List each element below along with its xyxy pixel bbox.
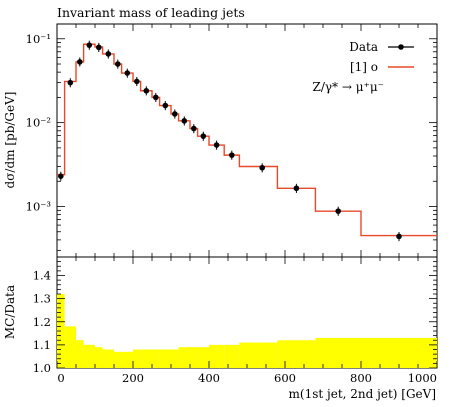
main-y-tick-label: 10⁻³: [26, 200, 52, 214]
ratio-band-bin: [102, 349, 114, 368]
data-points: [58, 40, 402, 242]
data-point: [67, 79, 74, 86]
main-y-tick-label: 10⁻¹: [26, 32, 51, 46]
ratio-axis-ticks: [56, 256, 438, 369]
data-point: [259, 164, 266, 171]
ratio-band-bin: [178, 347, 190, 368]
ratio-x-tick-label: 1000: [408, 371, 437, 385]
data-point: [96, 44, 102, 51]
data-point: [191, 125, 197, 132]
legend-label-data: Data: [349, 40, 378, 54]
ratio-y-tick-label: 1.2: [33, 315, 51, 329]
legend-label-mc: [1] o: [350, 60, 378, 74]
legend-marker-dot-data: [398, 44, 404, 50]
data-point: [58, 173, 64, 179]
data-point: [396, 233, 402, 240]
data-point: [229, 152, 235, 158]
ratio-y-tick-label: 1.3: [33, 292, 51, 306]
data-point: [213, 142, 220, 148]
ratio-band-bin: [315, 337, 361, 368]
ratio-band-bin: [361, 337, 437, 368]
ratio-x-tick-label: 0: [57, 371, 64, 385]
data-point: [293, 185, 300, 192]
ratio-band-bin: [121, 351, 133, 368]
ratio-band-bin: [209, 344, 225, 368]
ratio-band-bin: [152, 349, 160, 368]
data-point: [115, 61, 121, 67]
ratio-x-tick-label: 600: [274, 371, 296, 385]
ratio-x-tick-label: 200: [122, 371, 144, 385]
ratio-band-bin: [197, 347, 209, 368]
data-point: [172, 111, 178, 117]
mc-step-line: [57, 43, 437, 237]
ratio-band-bin: [76, 340, 84, 368]
legend: Data [1] o Z/γ* → μ⁺μ⁻: [312, 40, 414, 94]
data-point: [86, 42, 93, 48]
ratio-band-bin: [239, 342, 278, 368]
chart-title: Invariant mass of leading jets: [57, 5, 245, 20]
ratio-y-axis-label: MC/Data: [3, 285, 17, 339]
data-point: [124, 70, 131, 76]
ratio-band-bin: [83, 344, 95, 368]
ratio-band-bin: [133, 349, 141, 368]
data-point: [105, 51, 112, 57]
ratio-y-tick-label: 1.0: [33, 361, 51, 375]
ratio-band-bin: [114, 351, 122, 368]
data-point: [134, 78, 140, 85]
ratio-band: [57, 294, 437, 368]
data-point: [162, 102, 169, 109]
ratio-x-tick-label: 800: [350, 371, 372, 385]
ratio-y-tick-labels: 1.0 1.1 1.2 1.3 1.4: [33, 269, 51, 376]
legend-process-label: Z/γ* → μ⁺μ⁻: [312, 80, 384, 94]
ratio-band-bin: [277, 340, 316, 368]
ratio-band-bin: [190, 347, 198, 368]
ratio-band-bin: [159, 349, 171, 368]
data-point: [181, 118, 188, 124]
ratio-band-bin: [95, 347, 103, 368]
main-y-tick-labels: 10⁻¹ 10⁻² 10⁻³: [26, 32, 52, 214]
main-axis-ticks: [56, 24, 438, 257]
ratio-band-bin: [171, 349, 179, 368]
mc-histogram: [57, 43, 437, 237]
ratio-band-bin: [64, 326, 76, 368]
data-point: [143, 87, 150, 94]
main-y-axis-label: dσ/dm [pb/GeV]: [3, 92, 17, 189]
ratio-y-tick-label: 1.1: [33, 338, 51, 352]
x-axis-label: m(1st jet, 2nd jet) [GeV]: [289, 387, 436, 401]
main-y-tick-label: 10⁻²: [26, 116, 51, 130]
data-point: [77, 59, 83, 65]
data-point: [153, 94, 159, 101]
ratio-band-bin: [140, 349, 152, 368]
ratio-x-tick-labels: 0 200 400 600 800 1000: [57, 371, 437, 385]
data-point: [200, 133, 207, 139]
ratio-x-tick-label: 400: [198, 371, 220, 385]
ratio-band-bin: [224, 344, 240, 368]
ratio-y-tick-label: 1.4: [33, 269, 51, 283]
data-point: [335, 208, 342, 214]
